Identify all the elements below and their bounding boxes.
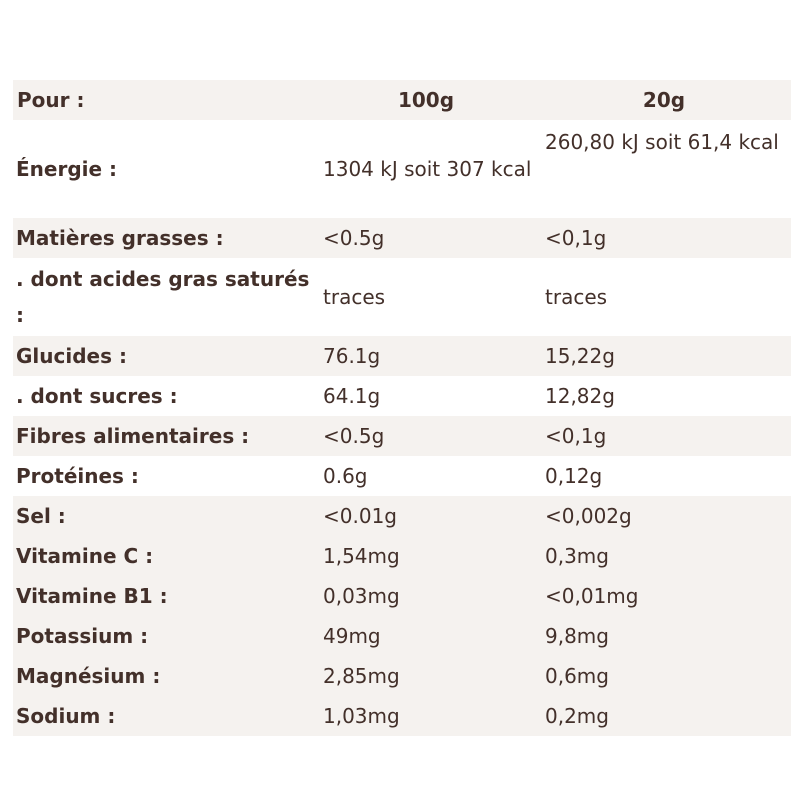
- row-value-20g: 0,12g: [545, 464, 603, 488]
- row-value-20g: 260,80 kJ soit 61,4 kcal: [545, 130, 779, 154]
- row-label: Sodium :: [16, 704, 116, 728]
- header-20g: 20g: [642, 88, 686, 112]
- table-row: Potassium : 49mg 9,8mg: [13, 616, 791, 656]
- table-row: Fibres alimentaires : <0.5g <0,1g: [13, 416, 791, 456]
- table-row: Sel : <0.01g <0,002g: [13, 496, 791, 536]
- row-value-20g: <0,01mg: [545, 584, 639, 608]
- table-row: Vitamine C : 1,54mg 0,3mg: [13, 536, 791, 576]
- row-value-100g: 1304 kJ soit 307 kcal: [323, 157, 532, 181]
- row-value-100g: 76.1g: [323, 344, 381, 368]
- table-row: Sodium : 1,03mg 0,2mg: [13, 696, 791, 736]
- row-value-100g: traces: [323, 285, 386, 309]
- row-label: Glucides :: [16, 344, 127, 368]
- row-label: Sel :: [16, 504, 66, 528]
- table-row: Vitamine B1 : 0,03mg <0,01mg: [13, 576, 791, 616]
- row-label: Fibres alimentaires :: [16, 424, 250, 448]
- row-value-20g: 0,3mg: [545, 544, 609, 568]
- row-value-100g: 0.6g: [323, 464, 368, 488]
- header-100g: 100g: [397, 88, 455, 112]
- row-value-20g: 0,2mg: [545, 704, 609, 728]
- row-value-100g: 2,85mg: [323, 664, 400, 688]
- table-row: Matières grasses : <0.5g <0,1g: [13, 218, 791, 258]
- row-label: Vitamine C :: [16, 544, 154, 568]
- table-row: Magnésium : 2,85mg 0,6mg: [13, 656, 791, 696]
- row-value-20g: 12,82g: [545, 384, 615, 408]
- row-label: Potassium :: [16, 624, 149, 648]
- row-value-100g: 49mg: [323, 624, 381, 648]
- row-value-100g: 1,03mg: [323, 704, 400, 728]
- table-row: . dont acides gras saturés : traces trac…: [13, 258, 791, 336]
- row-value-20g: 0,6mg: [545, 664, 609, 688]
- table-header-row: Pour : 100g 20g: [13, 80, 791, 120]
- row-label: Magnésium :: [16, 664, 161, 688]
- nutrition-table: Pour : 100g 20g Énergie : 1304 kJ soit 3…: [13, 80, 791, 736]
- row-value-100g: 1,54mg: [323, 544, 400, 568]
- row-value-100g: <0.5g: [323, 226, 385, 250]
- row-label: Matières grasses :: [16, 226, 224, 250]
- row-value-100g: <0.01g: [323, 504, 397, 528]
- table-row: Glucides : 76.1g 15,22g: [13, 336, 791, 376]
- row-label: . dont sucres :: [16, 384, 178, 408]
- row-value-20g: 9,8mg: [545, 624, 609, 648]
- row-label: . dont acides gras saturés :: [16, 267, 310, 327]
- row-value-20g: <0,002g: [545, 504, 632, 528]
- row-value-100g: 0,03mg: [323, 584, 400, 608]
- row-label: Énergie :: [16, 157, 118, 181]
- row-label: Vitamine B1 :: [16, 584, 168, 608]
- row-value-20g: <0,1g: [545, 424, 607, 448]
- row-label: Protéines :: [16, 464, 139, 488]
- header-label: Pour :: [17, 88, 85, 112]
- table-row: . dont sucres : 64.1g 12,82g: [13, 376, 791, 416]
- row-value-100g: <0.5g: [323, 424, 385, 448]
- table-row: Protéines : 0.6g 0,12g: [13, 456, 791, 496]
- row-value-20g: <0,1g: [545, 226, 607, 250]
- row-value-100g: 64.1g: [323, 384, 381, 408]
- row-value-20g: traces: [545, 285, 608, 309]
- row-value-20g: 15,22g: [545, 344, 615, 368]
- table-row: Énergie : 1304 kJ soit 307 kcal 260,80 k…: [13, 120, 791, 218]
